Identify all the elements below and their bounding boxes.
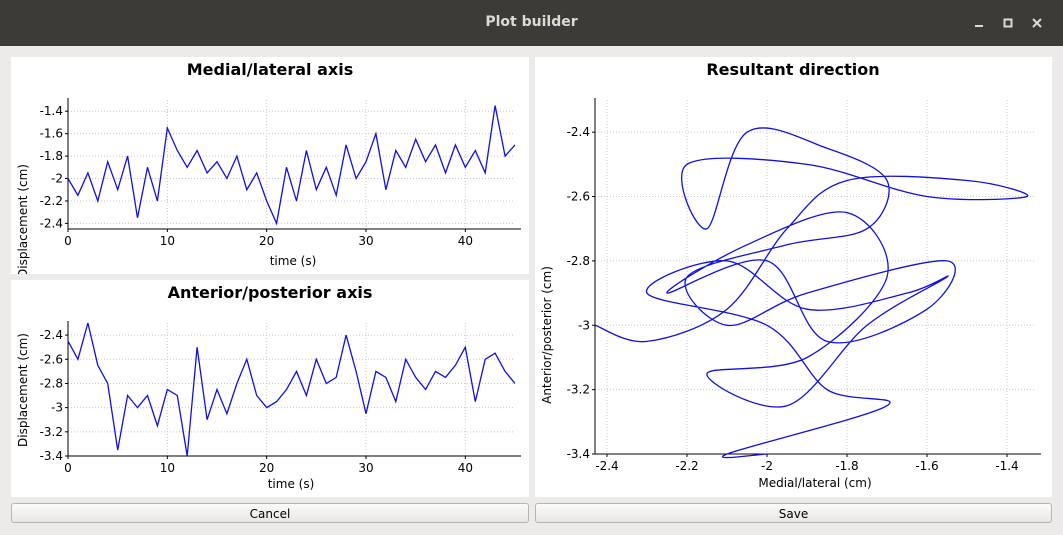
y-tick-label: -2.6	[567, 190, 590, 204]
resultant-direction-chart-panel: Resultant direction Anterior/posterior (…	[535, 57, 1052, 497]
minimize-icon[interactable]	[970, 14, 988, 32]
x-tick-label: -2.4	[595, 459, 618, 473]
x-tick-label: 20	[259, 234, 274, 248]
chart-title: Anterior/posterior axis	[168, 283, 373, 302]
x-tick-label: 0	[64, 461, 72, 475]
y-tick-label: -1.6	[40, 127, 63, 141]
x-tick-label: 0	[64, 234, 72, 248]
y-tick-label: -2.4	[40, 328, 63, 342]
x-tick-label: -2	[761, 459, 773, 473]
x-tick-label: 20	[259, 461, 274, 475]
series-line	[67, 105, 516, 226]
chart-title: Resultant direction	[706, 60, 879, 79]
maximize-icon[interactable]	[999, 14, 1017, 32]
x-tick-label: -1.8	[835, 459, 858, 473]
y-tick-label: -3.2	[567, 383, 590, 397]
series-line	[594, 127, 1029, 459]
medial-lateral-chart-panel: Medial/lateral axis Displacement (cm) ti…	[11, 57, 529, 274]
y-tick-label: -1.4	[40, 104, 63, 118]
y-axis-label: Displacement (cm)	[16, 164, 30, 274]
y-tick-label: -1.8	[40, 149, 63, 163]
x-tick-label: -1.4	[995, 459, 1018, 473]
chart-title: Medial/lateral axis	[187, 60, 353, 79]
y-tick-label: -3.2	[40, 425, 63, 439]
x-tick-label: -1.6	[915, 459, 938, 473]
y-tick-label: -2.4	[567, 125, 590, 139]
close-icon[interactable]	[1028, 14, 1046, 32]
x-tick-label: 40	[458, 461, 473, 475]
y-axis-label: Anterior/posterior (cm)	[540, 266, 554, 404]
x-tick-label: -2.2	[675, 459, 698, 473]
series-line	[67, 322, 516, 457]
anterior-posterior-chart: Anterior/posterior axis Displacement (cm…	[16, 283, 521, 491]
y-tick-label: -3	[51, 401, 63, 415]
y-tick-label: -2.8	[40, 376, 63, 390]
y-tick-label: -2.2	[40, 194, 63, 208]
medial-lateral-chart: Medial/lateral axis Displacement (cm) ti…	[16, 60, 521, 274]
window-title: Plot builder	[485, 14, 578, 30]
x-tick-label: 40	[458, 234, 473, 248]
x-axis-label: Medial/lateral (cm)	[758, 476, 871, 490]
anterior-posterior-chart-panel: Anterior/posterior axis Displacement (cm…	[11, 280, 529, 497]
save-button[interactable]: Save	[535, 503, 1052, 523]
x-axis-label: time (s)	[270, 254, 317, 268]
cancel-button[interactable]: Cancel	[11, 503, 529, 523]
y-tick-label: -2.8	[567, 254, 590, 268]
y-tick-label: -3	[578, 318, 590, 332]
x-tick-label: 30	[358, 234, 373, 248]
y-tick-label: -3.4	[567, 447, 590, 461]
x-axis-label: time (s)	[268, 477, 315, 491]
y-axis-label: Displacement (cm)	[16, 333, 30, 447]
x-tick-label: 30	[358, 461, 373, 475]
y-tick-label: -2.4	[40, 216, 63, 230]
y-tick-label: -3.4	[40, 449, 63, 463]
x-tick-label: 10	[160, 461, 175, 475]
resultant-direction-chart: Resultant direction Anterior/posterior (…	[540, 60, 1041, 490]
x-tick-label: 10	[160, 234, 175, 248]
y-tick-label: -2	[51, 172, 63, 186]
y-tick-label: -2.6	[40, 352, 63, 366]
title-bar: Plot builder	[0, 0, 1063, 46]
